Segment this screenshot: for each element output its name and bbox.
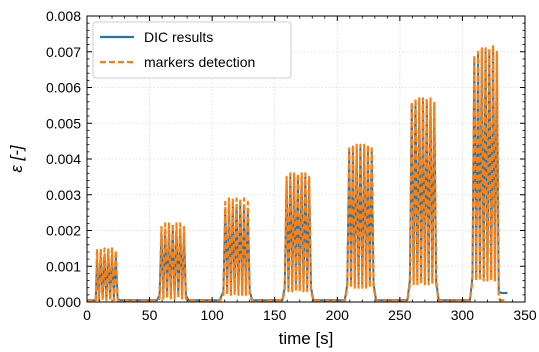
x-tick-label: 50 (142, 307, 158, 323)
legend-entry-markers: markers detection (144, 54, 255, 70)
y-tick-label: 0.000 (46, 294, 81, 310)
series-line-markers (87, 43, 508, 303)
legend-entry-dic: DIC results (144, 29, 213, 45)
series-layer (87, 43, 508, 303)
y-tick-label: 0.004 (46, 151, 81, 167)
y-tick-label: 0.003 (46, 187, 81, 203)
x-tick-label: 300 (451, 307, 475, 323)
x-tick-label: 100 (200, 307, 224, 323)
y-tick-label: 0.001 (46, 258, 81, 274)
x-tick-label: 200 (326, 307, 350, 323)
y-axis-label: ε [-] (7, 144, 26, 173)
y-tick-label: 0.005 (46, 115, 81, 131)
y-tick-label: 0.007 (46, 44, 81, 60)
x-tick-label: 250 (388, 307, 412, 323)
legend: DIC results markers detection (92, 21, 292, 79)
x-tick-label: 0 (83, 307, 91, 323)
y-tick-label: 0.008 (46, 8, 81, 24)
tick-label-layer: 0 50 100 150 200 250 300 350 0.000 0.001 0.002 0.00… (46, 8, 537, 323)
y-tick-label: 0.002 (46, 223, 81, 239)
grid-layer (87, 16, 525, 302)
y-tick-label: 0.006 (46, 80, 81, 96)
x-axis-label: time [s] (279, 329, 334, 348)
legend-box (92, 21, 292, 79)
x-tick-label: 150 (263, 307, 287, 323)
tick-layer (86, 15, 526, 303)
x-tick-label: 350 (513, 307, 537, 323)
